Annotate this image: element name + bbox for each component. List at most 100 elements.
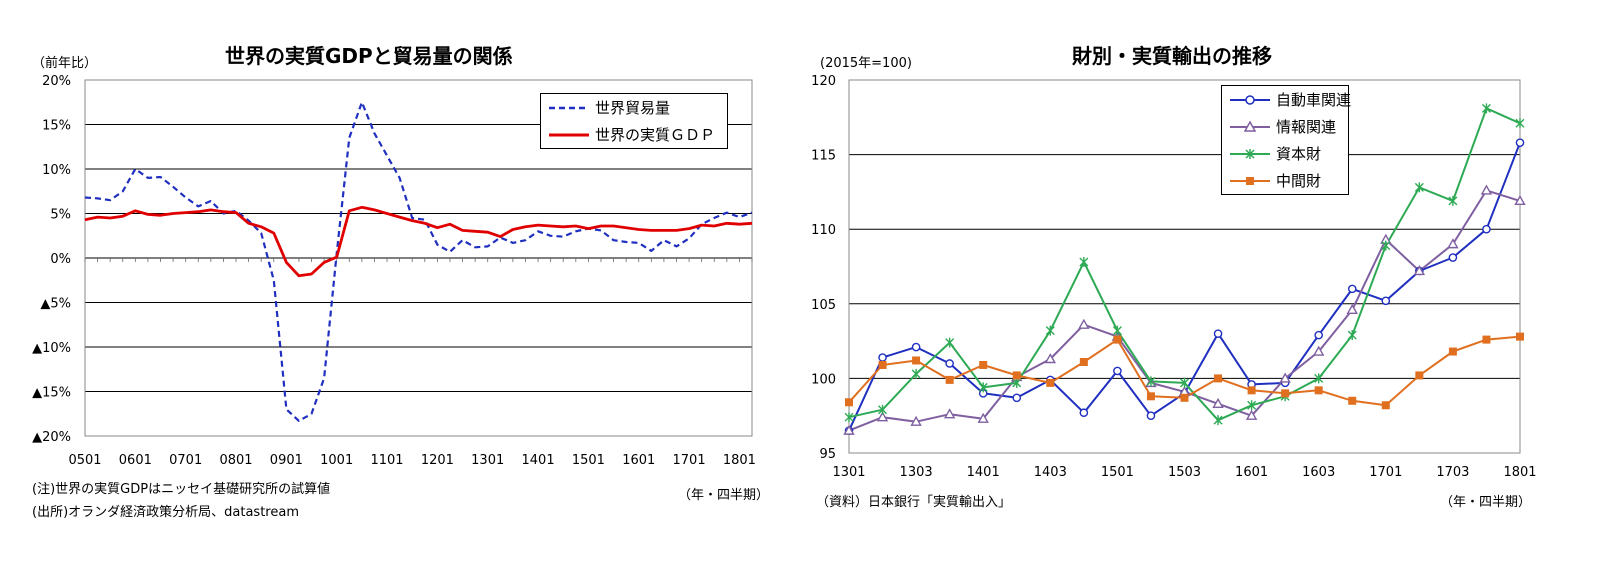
data-point-capital — [844, 412, 854, 423]
data-point-auto — [1113, 366, 1122, 376]
x-tick-label: 0801 — [219, 453, 252, 468]
right-chart-svg: 95 100 105 110 115 120 1301 1303 1401 1403 1501 150… — [811, 74, 1536, 480]
data-point-capital — [1012, 377, 1022, 388]
y-tick-label: 10% — [42, 163, 71, 178]
data-point-capital — [1515, 118, 1525, 129]
legend-label-capital: 資本財 — [1276, 145, 1322, 163]
data-point-intermediate — [1281, 389, 1290, 398]
left-note: (注)世界の実質GDPはニッセイ基礎研究所の試算値 — [32, 482, 331, 497]
data-point-capital — [1448, 195, 1458, 206]
legend-item-capital: 資本財 — [1222, 140, 1348, 167]
data-point-it — [876, 411, 889, 422]
data-point-capital — [1247, 400, 1257, 411]
y-tick-label: 95 — [819, 447, 836, 462]
data-point-capital — [911, 368, 921, 379]
x-tick-label: 1501 — [572, 453, 605, 468]
data-point-intermediate — [1180, 393, 1189, 402]
data-point-it — [977, 412, 989, 423]
data-point-auto — [1347, 284, 1357, 294]
data-point-auto — [1079, 408, 1089, 418]
x-tick-label: 1101 — [370, 453, 403, 468]
data-point-auto — [945, 359, 954, 368]
data-point-it — [1413, 265, 1426, 276]
legend-swatch-it — [1230, 119, 1270, 132]
x-tick-label: 0901 — [270, 453, 303, 468]
left-chart-svg: 20% 15% 10% 5% 0% ▲5% ▲10% ▲15% ▲20% 0501 0601 0701… — [32, 74, 756, 468]
right-source: （資料）日本銀行「実質輸出入」 — [816, 495, 1012, 510]
data-point-capital — [1481, 103, 1491, 114]
series-line-world-gdp — [84, 205, 753, 278]
data-point-capital — [1414, 182, 1424, 193]
x-tick-label: 0701 — [169, 453, 202, 468]
legend-swatch-world-trade — [549, 106, 589, 109]
data-point-auto — [1213, 329, 1223, 338]
data-point-capital — [1213, 415, 1223, 426]
right-x-unit: （年・四半期） — [1440, 495, 1532, 510]
legend-label-intermediate: 中間財 — [1276, 172, 1322, 190]
right-legend: 自動車関連 情報関連 資本財 中間財 — [1221, 85, 1352, 195]
right-y-unit: (2015年=100) — [820, 56, 912, 71]
y-tick-label: 120 — [811, 74, 836, 89]
left-chart-title: 世界の実質GDPと貿易量の関係 — [225, 44, 513, 68]
x-tick-label: 1303 — [900, 465, 933, 480]
data-point-capital — [1381, 240, 1391, 251]
right-chart-title: 財別・実質輸出の推移 — [1072, 44, 1272, 68]
data-point-capital — [878, 404, 888, 415]
x-tick-label: 1801 — [723, 453, 756, 468]
y-tick-label: ▲10% — [32, 341, 71, 356]
legend-label-auto: 自動車関連 — [1276, 91, 1352, 109]
x-tick-label: 1401 — [967, 465, 1000, 480]
left-source: (出所)オランダ経済政策分析局、datastream — [32, 505, 299, 520]
data-point-intermediate — [1113, 335, 1122, 344]
data-point-it — [1480, 184, 1493, 195]
x-tick-label: 1701 — [1369, 465, 1402, 480]
x-tick-label: 1801 — [1503, 465, 1536, 480]
data-point-intermediate — [1314, 386, 1323, 395]
legend-swatch-intermediate — [1230, 176, 1270, 185]
data-point-intermediate — [1214, 374, 1223, 383]
data-point-auto — [911, 342, 921, 352]
legend-item-intermediate: 中間財 — [1222, 167, 1348, 194]
legend-label-world-gdp: 世界の実質ＧＤＰ — [595, 126, 716, 144]
y-tick-label: 5% — [50, 208, 71, 223]
x-tick-label: 1301 — [832, 465, 865, 480]
left-chart-panel: 世界の実質GDPと貿易量の関係 （前年比） 20% 15% 10% 5% 0% ▲5% ▲1… — [0, 0, 800, 567]
data-point-intermediate — [1012, 371, 1021, 380]
data-point-intermediate — [1516, 332, 1524, 341]
legend-swatch-auto — [1230, 94, 1270, 105]
data-point-it — [1279, 372, 1291, 383]
data-point-auto — [878, 353, 887, 362]
y-tick-label: 15% — [42, 119, 71, 134]
data-point-it — [843, 424, 855, 435]
legend-item-world-trade: 世界貿易量 — [541, 94, 727, 121]
x-tick-label: 1403 — [1034, 465, 1067, 480]
x-tick-label: 1601 — [1235, 465, 1268, 480]
data-point-capital — [945, 337, 955, 348]
data-point-intermediate — [1146, 392, 1155, 401]
data-point-auto — [1012, 393, 1022, 403]
data-point-intermediate — [1482, 335, 1491, 344]
y-tick-label: 105 — [811, 298, 836, 313]
series-line-world-trade — [84, 101, 753, 422]
data-point-capital — [1112, 325, 1122, 336]
x-tick-label: 1301 — [471, 453, 504, 468]
data-point-it — [1212, 397, 1224, 408]
x-tick-label: 1601 — [622, 453, 655, 468]
data-point-intermediate — [845, 398, 853, 407]
legend-item-world-gdp: 世界の実質ＧＤＰ — [541, 121, 727, 148]
x-tick-label: 1701 — [673, 453, 706, 468]
y-tick-label: 100 — [811, 372, 836, 387]
data-point-capital — [1347, 330, 1357, 341]
x-tick-label: 0601 — [119, 453, 152, 468]
data-point-intermediate — [1079, 357, 1088, 366]
x-tick-label: 1603 — [1302, 465, 1335, 480]
left-legend: 世界貿易量 世界の実質ＧＤＰ — [540, 93, 728, 149]
legend-swatch-capital — [1230, 148, 1270, 159]
data-point-it — [1044, 353, 1056, 364]
data-point-intermediate — [912, 356, 921, 365]
y-tick-label: 20% — [42, 74, 71, 89]
legend-label-it: 情報関連 — [1276, 118, 1337, 136]
data-point-intermediate — [1348, 396, 1357, 405]
data-point-auto — [1314, 330, 1324, 340]
y-tick-label: 115 — [811, 149, 836, 164]
